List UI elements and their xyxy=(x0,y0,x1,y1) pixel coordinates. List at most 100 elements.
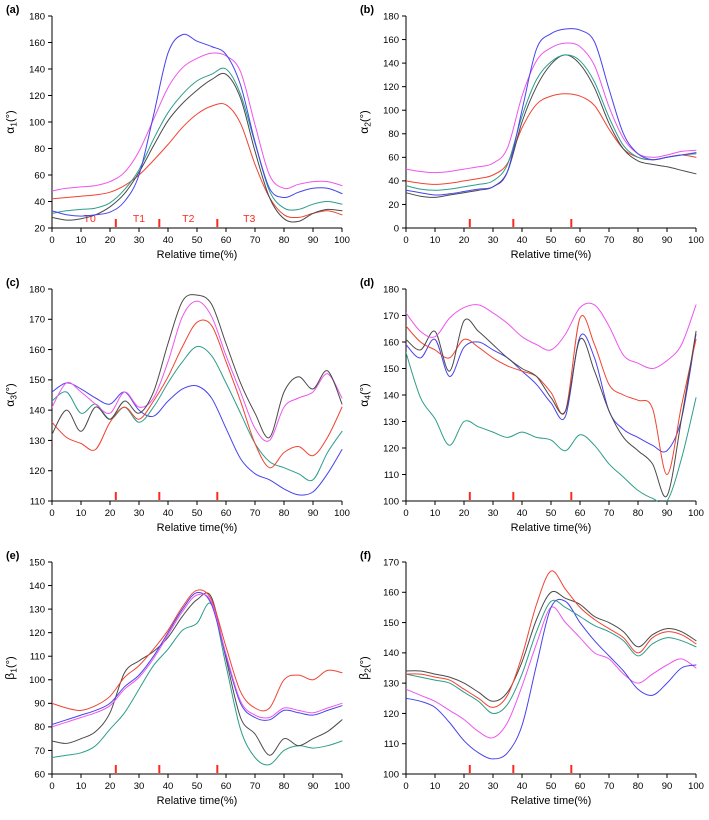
x-tick-label: 100 xyxy=(688,508,704,519)
panel-d: (d) 0 10 20 30 40 50 60 70 80 90 100 100 110 120 130 140… xyxy=(354,273,708,546)
y-tick-label: 160 xyxy=(29,38,45,49)
x-tick-label: 10 xyxy=(430,235,441,246)
y-tick-label: 100 xyxy=(29,117,45,128)
panel-label-d: (d) xyxy=(360,277,374,289)
x-tick-label: 100 xyxy=(334,781,350,792)
y-tick-label: 120 xyxy=(29,466,45,477)
panel-label-e: (e) xyxy=(6,550,20,562)
chart-f: (f) 0 10 20 30 40 50 60 70 80 90 100 100 110 120 130 140… xyxy=(357,550,704,807)
chart-b: (b) 0 10 20 30 40 50 60 70 80 90 100 0 20 40 60 80 100 120… xyxy=(357,4,704,261)
y-tick-label: 120 xyxy=(383,82,399,93)
axes-a xyxy=(51,16,342,229)
x-tick-label: 30 xyxy=(134,781,145,792)
y-tick-label: 0 xyxy=(394,223,399,234)
x-tick-label: 40 xyxy=(163,235,174,246)
series-group-a xyxy=(52,33,343,223)
x-tick-label: 30 xyxy=(134,508,145,519)
y-tick-label: 100 xyxy=(29,675,45,686)
y-axis-label: α2(°) xyxy=(357,110,373,133)
x-tick-label: 40 xyxy=(163,508,174,519)
x-tick-label: 60 xyxy=(221,508,232,519)
x-tick-label: 50 xyxy=(546,235,557,246)
y-tick-label: 180 xyxy=(383,284,399,295)
series-magenta-line xyxy=(406,42,697,174)
x-tick-label: 20 xyxy=(105,508,116,519)
x-tick-label: 100 xyxy=(688,781,704,792)
x-tick-label: 70 xyxy=(250,508,261,519)
series-teal-line xyxy=(52,345,343,482)
series-red-line xyxy=(406,570,697,708)
x-tick-label: 70 xyxy=(604,235,615,246)
series-black-line xyxy=(406,590,697,702)
y-tick-label: 160 xyxy=(383,35,399,46)
x-tick-label: 20 xyxy=(105,235,116,246)
panel-b: (b) 0 10 20 30 40 50 60 70 80 90 100 0 20 40 60 80 100 120… xyxy=(354,0,708,273)
x-tick-label: 10 xyxy=(430,781,441,792)
x-tick-label: 90 xyxy=(662,781,673,792)
x-tick-label: 30 xyxy=(488,508,499,519)
x-tick-label: 30 xyxy=(488,781,499,792)
x-tick-label: 20 xyxy=(459,781,470,792)
phase-label-t1: T1 xyxy=(133,213,145,225)
series-magenta-line xyxy=(406,606,697,739)
y-tick-label: 140 xyxy=(383,390,399,401)
panel-label-f: (f) xyxy=(360,550,371,562)
y-tick-label: 40 xyxy=(388,176,399,187)
y-tick-label: 140 xyxy=(29,64,45,75)
x-tick-label: 60 xyxy=(221,781,232,792)
series-black-line xyxy=(52,72,343,223)
x-tick-label: 40 xyxy=(517,781,528,792)
y-tick-label: 160 xyxy=(29,345,45,356)
series-magenta-line xyxy=(52,300,343,442)
axes-e xyxy=(51,562,342,775)
series-blue-line xyxy=(406,333,697,453)
y-tick-label: 120 xyxy=(383,443,399,454)
y-tick-label: 90 xyxy=(34,699,45,710)
y-tick-label: 180 xyxy=(29,11,45,22)
y-tick-label: 120 xyxy=(29,628,45,639)
panel-label-c: (c) xyxy=(6,277,20,289)
series-black-line xyxy=(406,318,697,498)
x-axis-label: Relative time(%) xyxy=(511,795,592,807)
x-tick-label: 80 xyxy=(633,508,644,519)
x-tick-label: 80 xyxy=(633,235,644,246)
y-tick-label: 140 xyxy=(383,648,399,659)
x-axis-label: Relative time(%) xyxy=(157,522,238,534)
x-tick-label: 20 xyxy=(459,235,470,246)
x-tick-label: 90 xyxy=(308,508,319,519)
x-tick-label: 50 xyxy=(192,508,203,519)
x-tick-label: 30 xyxy=(134,235,145,246)
x-tick-label: 20 xyxy=(459,508,470,519)
x-tick-label: 50 xyxy=(546,508,557,519)
x-tick-label: 0 xyxy=(49,781,54,792)
axes-f xyxy=(405,562,696,775)
y-tick-label: 110 xyxy=(384,470,399,481)
x-tick-label: 100 xyxy=(688,235,704,246)
x-axis-label: Relative time(%) xyxy=(511,522,592,534)
x-tick-label: 50 xyxy=(192,235,203,246)
chart-e: (e) 0 10 20 30 40 50 60 70 80 90 100 60 70 80 90 100 110 1… xyxy=(3,550,350,807)
x-axis-label: Relative time(%) xyxy=(157,249,238,261)
series-magenta-line xyxy=(406,302,697,370)
x-tick-label: 0 xyxy=(403,235,408,246)
y-tick-label: 20 xyxy=(388,200,399,211)
y-axis-label: β2(°) xyxy=(357,656,373,679)
panel-c: (c) 0 10 20 30 40 50 60 70 80 90 100 110 120 130 140 150… xyxy=(0,273,354,546)
y-tick-label: 180 xyxy=(29,284,45,295)
y-tick-label: 160 xyxy=(383,337,399,348)
y-tick-label: 160 xyxy=(383,588,399,599)
series-teal-line xyxy=(406,352,697,502)
chart-a: (a) 0 10 20 30 40 50 60 70 80 90 100 20 40 60 80 100 120 1… xyxy=(3,4,350,261)
phase-label-t2: T2 xyxy=(182,213,194,225)
x-tick-label: 10 xyxy=(76,781,87,792)
series-blue-line xyxy=(406,598,697,760)
y-tick-label: 80 xyxy=(388,129,399,140)
x-tick-label: 0 xyxy=(403,508,408,519)
y-tick-label: 70 xyxy=(34,746,45,757)
series-group-c xyxy=(52,294,343,496)
x-tick-label: 90 xyxy=(308,781,319,792)
y-tick-label: 150 xyxy=(383,364,399,375)
y-axis-label: β1(°) xyxy=(3,656,19,679)
x-tick-label: 20 xyxy=(105,781,116,792)
x-tick-label: 80 xyxy=(633,781,644,792)
